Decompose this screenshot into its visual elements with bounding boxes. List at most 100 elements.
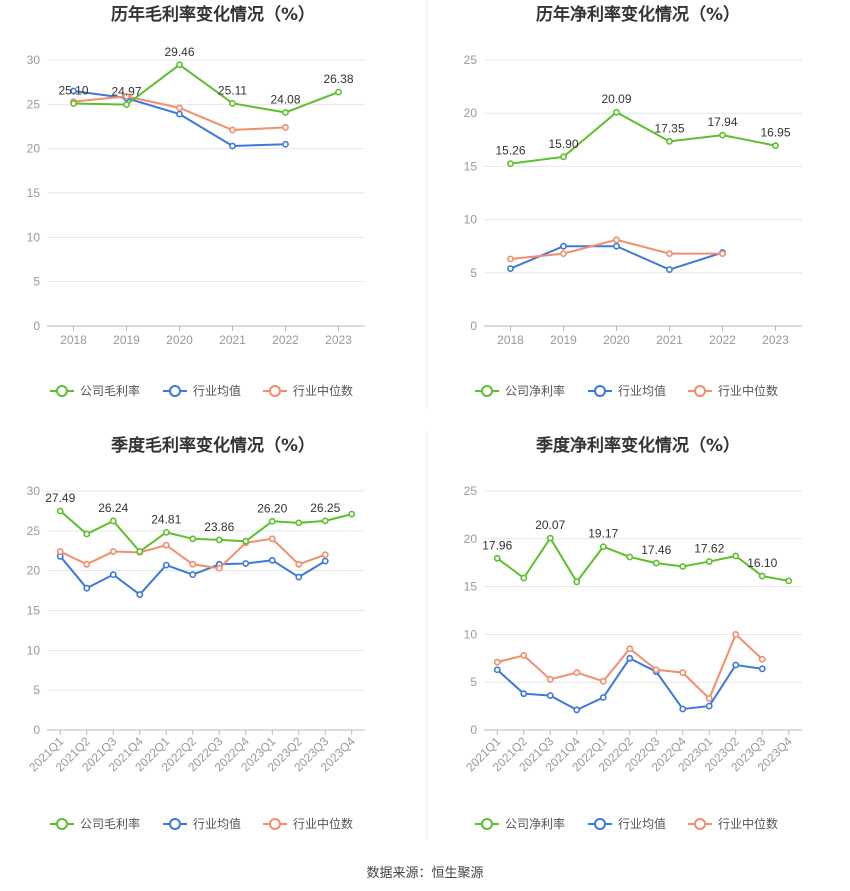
data-point: [573, 669, 581, 677]
legend-label: 行业均值: [618, 383, 666, 398]
data-point: [295, 573, 303, 581]
data-point: [652, 666, 660, 674]
legend-label: 行业均值: [193, 383, 241, 398]
legend-label: 公司净利率: [505, 383, 565, 398]
y-tick-label: 5: [470, 675, 477, 689]
legend-item: 行业中位数: [688, 816, 778, 831]
data-point: [321, 557, 329, 565]
data-point: [493, 666, 501, 674]
data-point: [321, 551, 329, 559]
data-label: 17.94: [707, 115, 737, 129]
data-point: [520, 652, 528, 659]
legend-label: 行业中位数: [718, 816, 778, 831]
data-point: [176, 104, 183, 112]
legend-marker: [56, 385, 68, 397]
legend-item: 行业均值: [588, 816, 666, 831]
x-tick-label: 2019: [550, 333, 577, 347]
data-point: [56, 548, 64, 555]
data-point: [56, 507, 64, 515]
data-point: [652, 559, 660, 567]
y-tick-label: 5: [470, 266, 477, 280]
legend-item: 行业中位数: [263, 383, 353, 398]
data-point: [268, 556, 276, 564]
legend-marker: [694, 385, 706, 397]
data-point: [83, 560, 91, 568]
data-point: [573, 706, 581, 714]
data-label: 17.46: [641, 543, 671, 557]
data-point: [758, 655, 766, 663]
data-point: [189, 571, 197, 579]
series-line: [510, 111, 776, 165]
y-tick-label: 10: [27, 643, 41, 657]
y-tick-label: 10: [464, 213, 478, 227]
y-tick-label: 10: [27, 230, 41, 244]
x-tick-label: 2020: [603, 333, 630, 347]
data-point: [560, 250, 567, 258]
data-point: [282, 123, 289, 131]
data-point: [176, 110, 183, 118]
chart-panel-2: 历年净利率变化情况（%） 0 5 10 15 20 25 2018 2019 2020 2021 20…: [464, 4, 802, 398]
data-label: 17.62: [694, 542, 724, 556]
y-tick-label: 25: [27, 97, 41, 111]
legend-label: 行业均值: [193, 816, 241, 831]
y-tick-label: 20: [464, 106, 478, 120]
x-tick-label: 2022: [709, 333, 736, 347]
data-point: [321, 517, 329, 525]
data-point: [507, 160, 514, 168]
data-label: 26.25: [310, 501, 340, 515]
data-point: [613, 242, 620, 250]
data-point: [493, 658, 501, 666]
data-point: [335, 88, 342, 96]
data-label: 19.17: [588, 527, 618, 541]
y-tick-label: 15: [27, 604, 41, 618]
data-point: [215, 564, 223, 572]
x-tick-label: 2019: [113, 333, 140, 347]
data-point: [599, 543, 607, 551]
data-point: [666, 266, 673, 274]
data-point: [83, 530, 91, 538]
data-point: [560, 153, 567, 161]
data-point: [348, 510, 356, 518]
data-point: [758, 665, 766, 673]
x-tick-label: 2021: [219, 333, 246, 347]
chart-panel-4: 季度净利率变化情况（%）05101520252021Q12021Q22021Q3…: [463, 435, 802, 831]
chart-title: 季度毛利率变化情况（%）: [111, 435, 315, 456]
data-label: 16.95: [760, 126, 790, 140]
x-tick-label: 2020: [166, 333, 193, 347]
y-tick-label: 0: [33, 723, 40, 737]
y-tick-label: 25: [464, 484, 478, 498]
data-point: [613, 236, 620, 244]
data-point: [136, 548, 144, 555]
data-point: [599, 677, 607, 685]
legend-marker: [481, 818, 493, 830]
data-point: [507, 265, 514, 272]
chart-panel-1: 历年毛利率变化情况（%） 0 5 10 15 20 25 30 2018 2019 2020 2021…: [27, 4, 365, 398]
legend-item: 公司毛利率: [50, 816, 140, 831]
data-point: [679, 705, 687, 713]
legend-item: 行业中位数: [688, 383, 778, 398]
legend-label: 行业中位数: [293, 816, 353, 831]
legend-marker: [594, 385, 606, 397]
data-label: 26.20: [257, 501, 287, 515]
data-label: 24.08: [270, 92, 300, 106]
y-tick-label: 30: [27, 484, 41, 498]
series-line: [497, 632, 763, 701]
x-tick-label: 2023: [762, 333, 789, 347]
data-point: [719, 250, 726, 258]
data-point: [229, 99, 236, 107]
x-tick-label: 2021: [656, 333, 683, 347]
y-tick-label: 0: [470, 319, 477, 333]
series-line: [496, 536, 789, 584]
y-tick-label: 0: [470, 723, 477, 737]
data-point: [109, 548, 117, 555]
legend-marker: [169, 818, 181, 830]
legend-label: 公司毛利率: [80, 816, 140, 831]
data-point: [162, 561, 170, 569]
legend-item: 行业中位数: [263, 816, 353, 831]
data-point: [573, 578, 581, 586]
legend-label: 公司净利率: [505, 816, 565, 831]
data-point: [162, 528, 170, 536]
data-point: [719, 131, 726, 139]
data-point: [268, 517, 276, 525]
data-point: [546, 692, 554, 699]
